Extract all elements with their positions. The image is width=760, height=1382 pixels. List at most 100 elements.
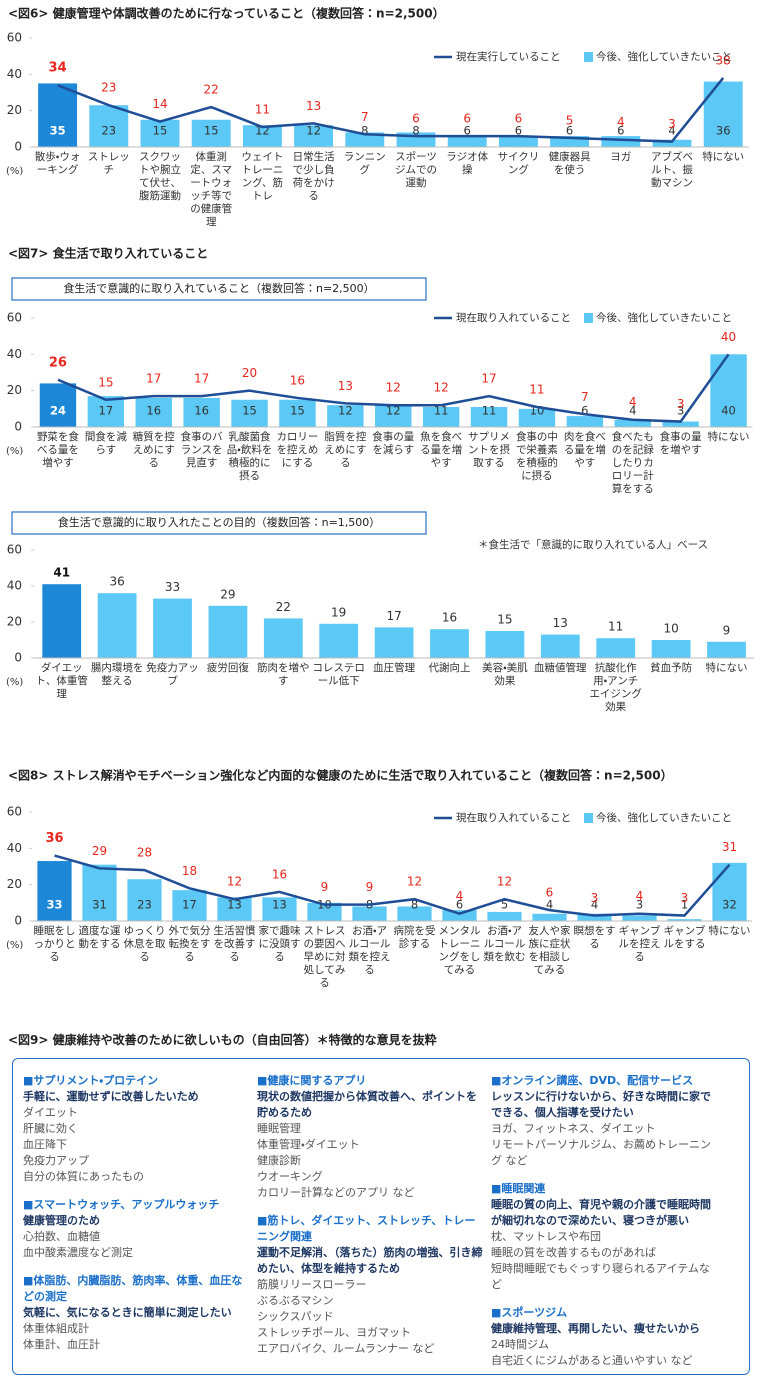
x-tick-label-box: 食事の中で栄養素を積極的に摂る	[516, 431, 558, 482]
bar-value-label: 12	[306, 124, 321, 138]
section-item: 24時間ジム	[491, 1338, 549, 1351]
x-tick-label-box: 食事の量を増やす	[660, 431, 702, 456]
x-tick-label-box: 特にない	[705, 662, 747, 674]
bar-value-label: 23	[137, 898, 152, 912]
bar-value-label: 17	[182, 898, 197, 912]
x-tick-label-box: 体重測定、スマートウォッチ等での健康管理	[190, 151, 232, 228]
x-tick-label-box: 生活習慣を改善する	[214, 925, 256, 963]
bar-value-label: 10	[663, 622, 678, 636]
x-tick-label-box: 腸内環境を整える	[90, 662, 144, 687]
bar	[662, 421, 699, 427]
bar-value-label: 6	[515, 124, 522, 138]
bar-value-label: 33	[46, 898, 62, 912]
line-value-label: 28	[137, 846, 152, 860]
x-tick-label: 肉を食べる量を増やす	[563, 431, 606, 469]
section-item: 睡眠管理	[257, 1122, 301, 1135]
x-tick-label-box: アブズベルト、振動マシン	[650, 151, 693, 189]
x-tick-label-box: ストレスの要因へ早めに対処してみる	[304, 925, 346, 989]
line-value-label: 6	[546, 886, 554, 900]
section-item: 健康診断	[257, 1154, 301, 1167]
line-value-label: 17	[481, 372, 496, 386]
x-tick-label: 血圧管理	[373, 662, 416, 674]
x-tick-label-box: 家で趣味に没頭する	[259, 925, 301, 963]
x-tick-label: 外で気分転換をする	[168, 925, 211, 963]
y-tick-label: 20	[7, 383, 22, 397]
x-tick-label: 特にない	[708, 925, 751, 937]
x-tick-label: 抗酸化作用・アンチエイジング効果	[589, 662, 642, 713]
bar	[263, 618, 303, 658]
section-heading: ■スマートウォッチ、アップルウォッチ	[23, 1198, 220, 1211]
legend-label: 現在取り入れていること	[456, 312, 571, 324]
line	[57, 353, 730, 423]
bar-value-label: 23	[101, 124, 116, 138]
section-reason: 運動不足解消、（落ちた）筋肉の増強、引き締めたい、体型を維持するため	[257, 1246, 483, 1275]
y-tick-label: 60	[7, 311, 22, 325]
x-tick-label-box: 血圧管理	[373, 662, 416, 674]
x-tick-label-box: 特にない	[708, 431, 750, 443]
y-tick-label: 0	[14, 651, 22, 665]
x-tick-label: 散歩・ウォーキング	[34, 151, 81, 176]
section-item: ぶるぶるマシン	[257, 1294, 334, 1307]
bar-value-label: 1	[681, 898, 688, 912]
line-value-label: 23	[101, 81, 116, 95]
line	[54, 854, 731, 917]
x-tick-label: 病院を受診する	[393, 925, 436, 950]
x-tick-label-box: 食べたものを記録したりカロリー計算をする	[612, 431, 654, 495]
x-tick-label-box: 特にない	[708, 925, 751, 937]
column: ■サプリメント・プロテイン 手軽に、運動せずに改善したいため ダイエット 肝臓に効く血…	[23, 1073, 251, 1365]
bar	[710, 354, 747, 427]
bar	[82, 864, 117, 921]
x-tick-label-box: 健康器具を使う	[548, 151, 591, 176]
line-value-label: 12	[497, 875, 512, 889]
x-tick-label: ストレッチ	[87, 151, 130, 176]
bar	[577, 913, 612, 921]
x-tick-label-box: 睡眠をしっかりとる	[33, 925, 76, 963]
line-value-label: 6	[515, 112, 523, 126]
x-tick-label: 魚を食べる量を増やす	[420, 431, 463, 469]
bar	[242, 125, 282, 147]
x-tick-label: 脂質を控えめにする	[324, 431, 367, 469]
x-tick-label-box: 脂質を控えめにする	[324, 431, 367, 469]
title-box	[11, 277, 427, 301]
y-tick-label: 60	[7, 805, 22, 819]
x-tick-label-box: ラジオ体操	[446, 151, 488, 176]
section-heading: ■睡眠関連	[491, 1182, 546, 1195]
bar	[89, 105, 129, 147]
bar-value-label: 16	[146, 404, 161, 418]
bar-value-label: 15	[153, 124, 168, 138]
x-tick-label: 腸内環境を整える	[90, 662, 144, 687]
bar-value-label: 6	[456, 898, 463, 912]
x-tick-label: ダイエット、体重管理	[35, 662, 88, 700]
bar-value-label: 9	[723, 623, 731, 637]
y-tick-label: 0	[14, 914, 22, 928]
section-item: シックスパッド	[257, 1310, 334, 1323]
x-tick-label-box: ストレッチ	[87, 151, 130, 176]
box-title: 食生活で意識的に取り入れていること（複数回答：n=2,500）	[63, 281, 374, 295]
section-heading: ■スポーツジム	[491, 1306, 568, 1319]
bar	[38, 83, 78, 147]
line-value-label: 4	[617, 115, 625, 129]
x-tick-label: 食事のバランスを見直す	[180, 431, 223, 469]
x-tick-label: メンタルトレーニングをしてみる	[438, 925, 481, 976]
x-tick-label: 健康器具を使う	[548, 151, 591, 176]
x-tick-label-box: 糖質を控えめにする	[133, 431, 175, 469]
line-value-label: 7	[581, 390, 589, 404]
bar-value-label: 17	[99, 404, 114, 418]
x-tick-label-box: スクワットや腕立て伏せ、腹筋運動	[139, 151, 181, 202]
bar-value-label: 40	[721, 404, 736, 418]
section-item: カロリー計算などのアプリ など	[257, 1186, 415, 1199]
y-tick-label: 40	[7, 67, 22, 81]
x-tick-label: 睡眠をしっかりとる	[33, 925, 76, 963]
section: ■睡眠関連 睡眠の質の向上、育児や親の介護で睡眠時間が細切れなので深めたい、寝つき…	[491, 1181, 719, 1293]
x-tick-label: お酒・アルコール類を飲む	[483, 925, 526, 963]
x-tick-label-box: ギャンブルを控える	[619, 925, 661, 963]
section-item: 体重計、血圧計	[23, 1338, 100, 1351]
line-value-label: 12	[434, 381, 449, 395]
x-tick-label: スポーツジムでの運動	[394, 151, 437, 189]
section: ■筋トレ、ダイエット、ストレッチ、トレーニング関連 運動不足解消、（落ちた）筋肉の…	[257, 1213, 485, 1357]
bar	[712, 862, 747, 921]
line-value-label: 5	[566, 113, 574, 127]
x-tick-label: ギャンブルをする	[663, 925, 706, 950]
x-tick-label-box: 野菜を食べる量を増やす	[37, 431, 79, 469]
x-tick-label: アブズベルト、振動マシン	[650, 151, 693, 189]
